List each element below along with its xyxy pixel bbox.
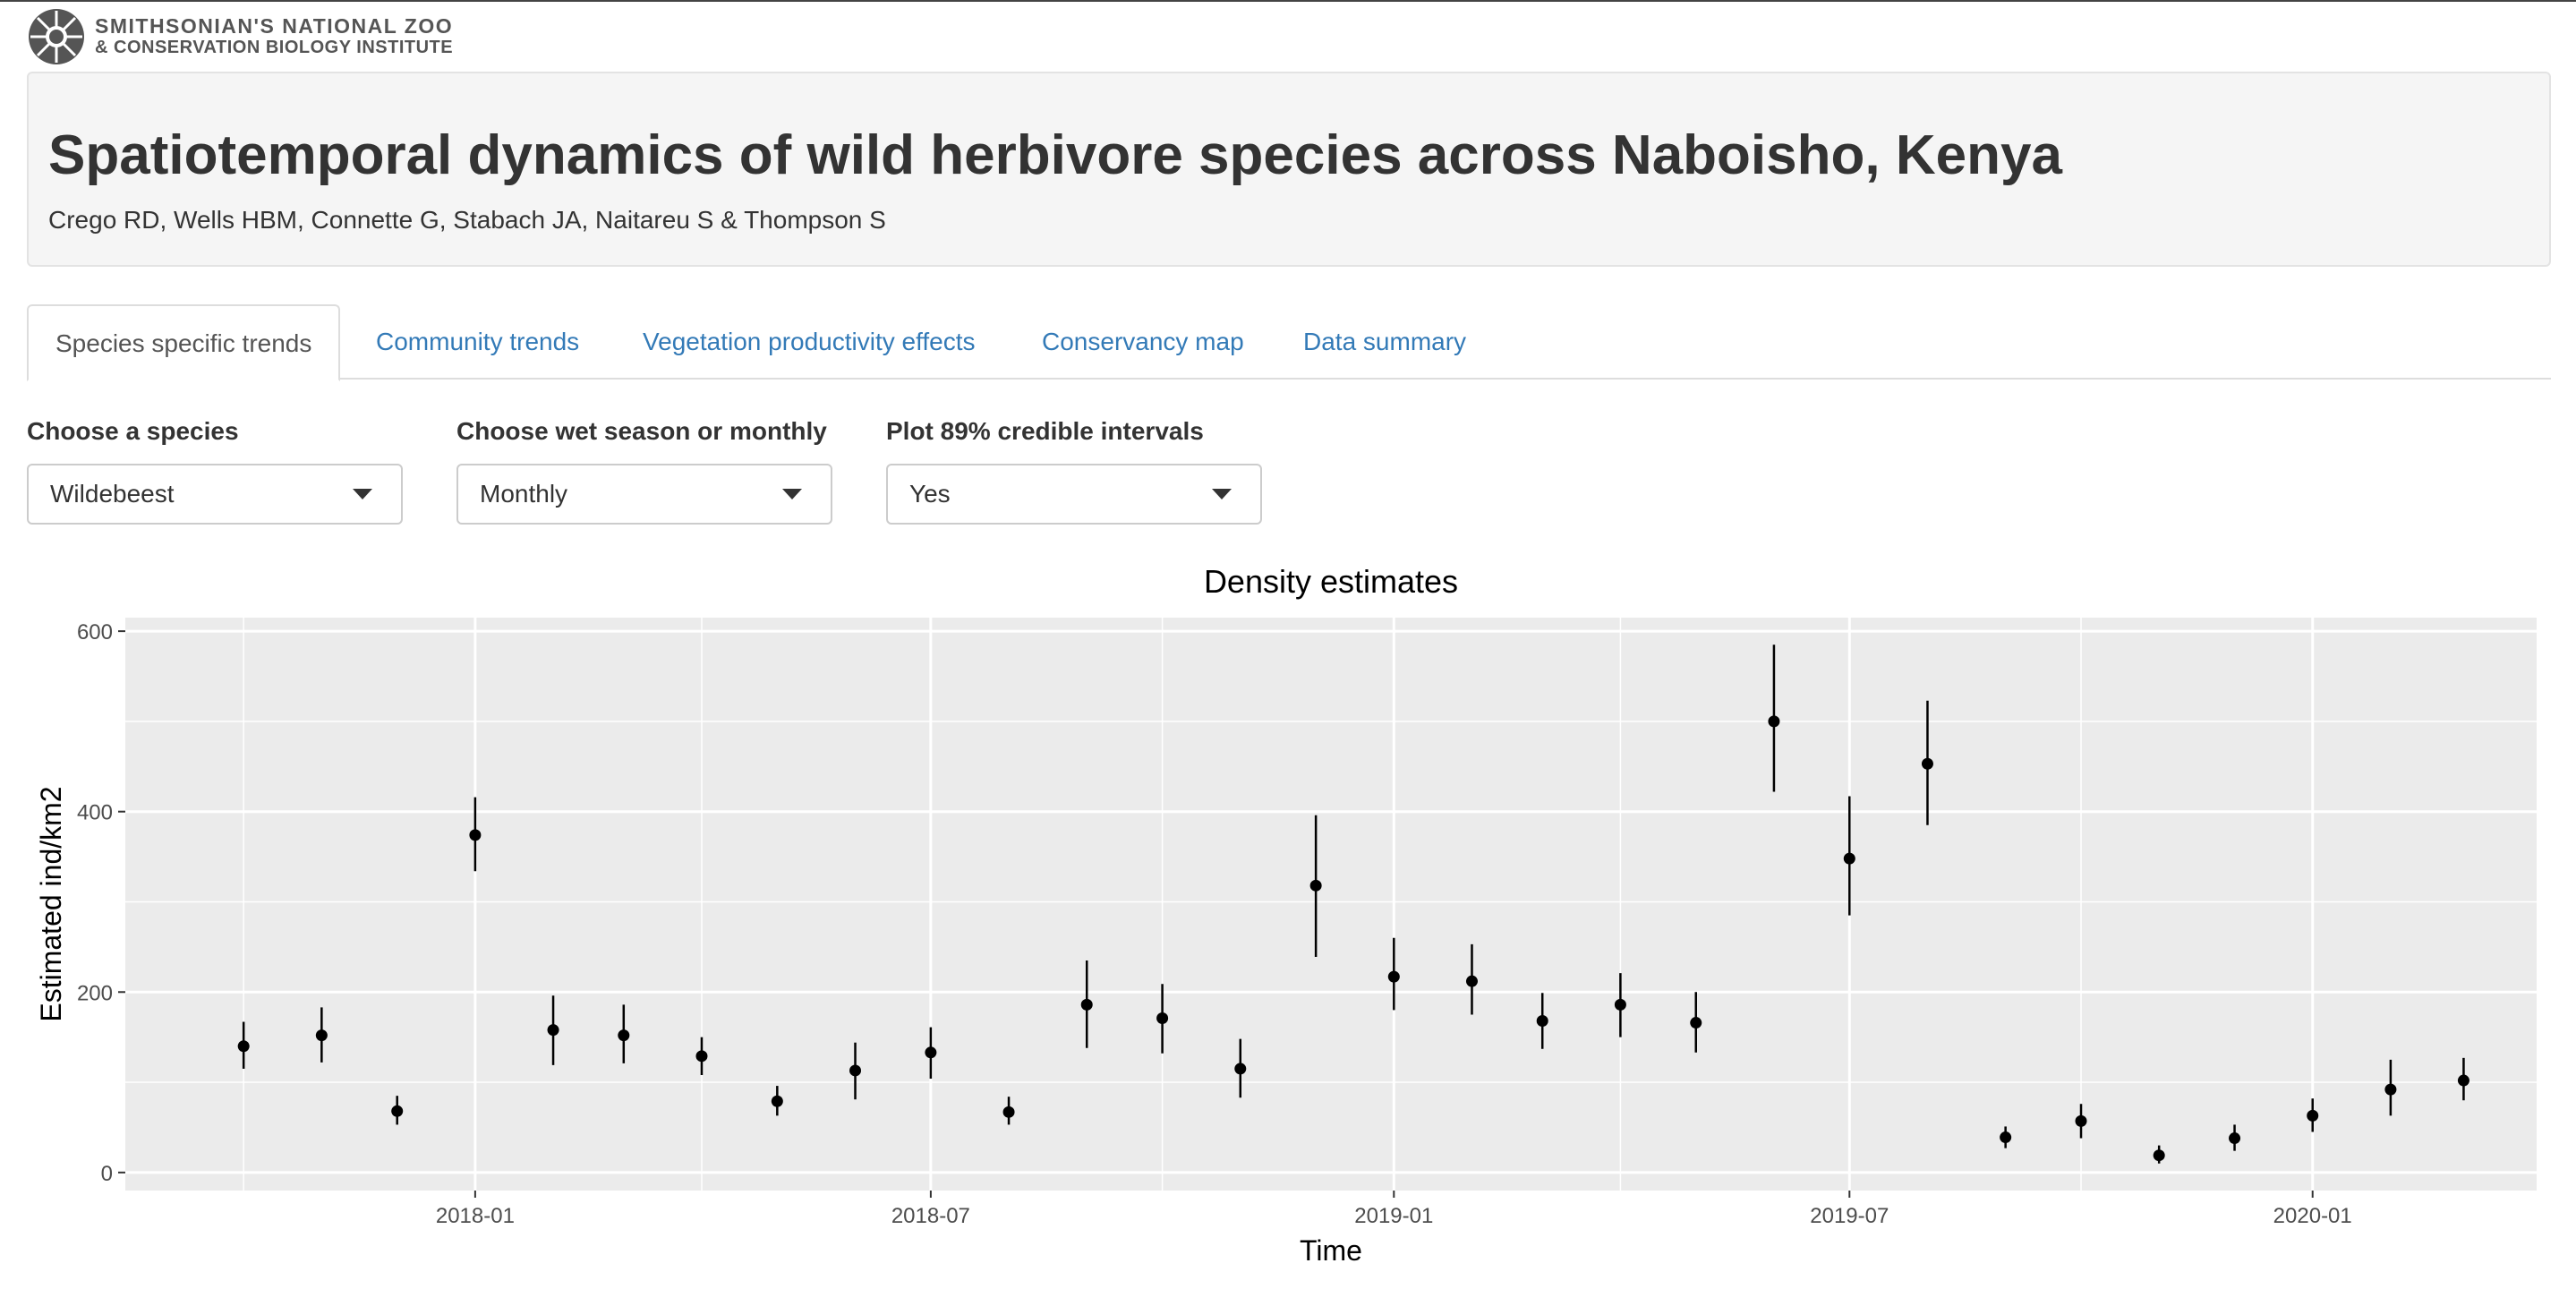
species-label: Choose a species xyxy=(27,417,239,445)
data-point xyxy=(1080,998,1093,1011)
data-point xyxy=(1614,998,1626,1011)
data-point xyxy=(849,1064,862,1077)
tab-bar: Species specific trends Community trends… xyxy=(27,304,2551,381)
x-tick-label: 2020-01 xyxy=(2273,1204,2352,1228)
plot-panel xyxy=(125,618,2537,1191)
data-point xyxy=(618,1029,630,1042)
data-point xyxy=(1768,715,1780,728)
data-point xyxy=(2307,1109,2319,1122)
data-point xyxy=(391,1105,404,1117)
intervals-select-value: Yes xyxy=(909,480,951,508)
density-chart-svg: Density estimates 0 200 400 600 2018-01 2018-0… xyxy=(35,563,2537,1267)
data-point xyxy=(695,1050,708,1063)
data-point xyxy=(2153,1149,2165,1162)
data-point xyxy=(2229,1132,2241,1145)
data-point xyxy=(469,829,482,841)
season-label: Choose wet season or monthly xyxy=(456,417,827,445)
x-axis-label: Time xyxy=(1300,1234,1362,1267)
data-point xyxy=(237,1040,250,1053)
sunburst-logo-icon xyxy=(29,9,84,64)
density-chart: Density estimates 0 200 400 600 2018-01 2018-0… xyxy=(0,555,2576,1289)
data-point xyxy=(1309,879,1322,892)
chart-title: Density estimates xyxy=(1204,563,1458,600)
smithsonian-logo[interactable]: SMITHSONIAN'S NATIONAL ZOO & CONSERVATIO… xyxy=(27,7,453,66)
species-control: Choose a species Wildebeest xyxy=(27,417,403,525)
y-axis-label: Estimated ind/km2 xyxy=(35,786,67,1021)
logo-line-2: & CONSERVATION BIOLOGY INSTITUTE xyxy=(95,38,454,57)
data-point xyxy=(1690,1017,1702,1029)
data-point xyxy=(2384,1083,2397,1096)
data-point xyxy=(925,1046,937,1059)
tab-data-summary[interactable]: Data summary xyxy=(1303,328,1467,355)
season-select[interactable]: Monthly xyxy=(456,464,832,525)
intervals-select[interactable]: Yes xyxy=(886,464,1262,525)
logo-text: SMITHSONIAN'S NATIONAL ZOO & CONSERVATIO… xyxy=(95,15,453,58)
data-point xyxy=(1465,975,1478,987)
data-point xyxy=(547,1024,559,1037)
data-point xyxy=(315,1029,328,1042)
species-select[interactable]: Wildebeest xyxy=(27,464,403,525)
data-point xyxy=(2457,1074,2469,1087)
chevron-down-icon xyxy=(782,489,802,499)
intervals-label: Plot 89% credible intervals xyxy=(886,417,1204,445)
title-panel: Spatiotemporal dynamics of wild herbivor… xyxy=(27,72,2551,267)
species-select-value: Wildebeest xyxy=(50,480,175,508)
authors-line: Crego RD, Wells HBM, Connette G, Stabach… xyxy=(48,206,886,234)
logo-line-1: SMITHSONIAN'S NATIONAL ZOO xyxy=(95,14,454,38)
y-tick-label: 400 xyxy=(77,801,113,825)
data-point xyxy=(1536,1015,1548,1028)
data-point xyxy=(1843,852,1855,865)
tab-species-specific-trends[interactable]: Species specific trends xyxy=(27,304,341,381)
tab-vegetation-productivity-effects[interactable]: Vegetation productivity effects xyxy=(643,328,976,355)
x-tick-label: 2018-07 xyxy=(891,1204,970,1228)
tab-conservancy-map[interactable]: Conservancy map xyxy=(1042,328,1244,355)
top-border xyxy=(0,0,2576,2)
y-tick-label: 600 xyxy=(77,620,113,644)
data-point xyxy=(1002,1105,1015,1118)
data-point xyxy=(1387,970,1400,983)
tab-community-trends[interactable]: Community trends xyxy=(376,328,580,355)
x-tick-label: 2019-07 xyxy=(1810,1204,1889,1228)
y-tick-label: 200 xyxy=(77,981,113,1005)
data-point xyxy=(1156,1012,1169,1024)
season-control: Choose wet season or monthly Monthly xyxy=(456,417,832,525)
data-point xyxy=(2000,1131,2012,1144)
intervals-control: Plot 89% credible intervals Yes xyxy=(886,417,1262,525)
chevron-down-icon xyxy=(353,489,372,499)
x-tick-label: 2019-01 xyxy=(1354,1204,1433,1228)
data-point xyxy=(771,1095,783,1107)
chevron-down-icon xyxy=(1212,489,1232,499)
data-point xyxy=(2075,1114,2087,1127)
data-point xyxy=(1234,1063,1247,1075)
page-title: Spatiotemporal dynamics of wild herbivor… xyxy=(48,124,2062,186)
season-select-value: Monthly xyxy=(480,480,568,508)
x-tick-label: 2018-01 xyxy=(436,1204,515,1228)
y-tick-label: 0 xyxy=(101,1162,113,1186)
data-point xyxy=(1921,757,1933,770)
